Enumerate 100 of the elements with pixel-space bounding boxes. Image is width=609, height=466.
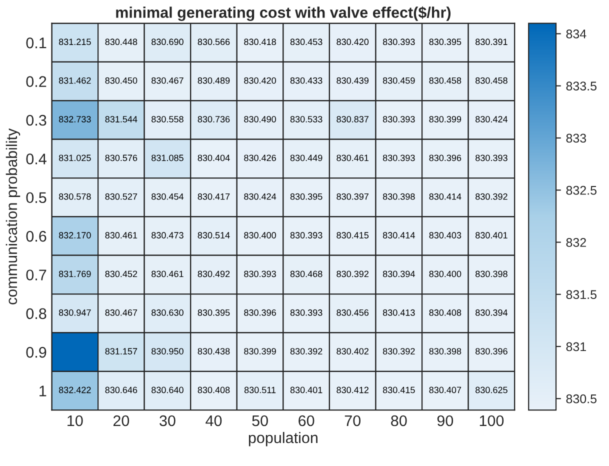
chart-title: minimal generating cost with valve effect($/hr) [116,6,451,21]
data-label: 831.544 [105,116,138,122]
data-label: 830.393 [244,270,276,278]
data-label: 830.420 [336,38,369,46]
data-label: 830.394 [382,270,415,278]
data-label: 830.736 [198,116,230,122]
data-label: 830.426 [244,154,276,162]
data-label: 830.448 [105,38,138,46]
data-label: 830.414 [382,232,415,238]
data-label: 830.404 [198,154,230,162]
data-label: 830.396 [476,348,508,354]
data-label: 830.690 [152,38,184,46]
y-tick-label: 0.4 [26,154,46,164]
data-label: 830.398 [429,348,462,354]
data-label: 831.025 [58,154,91,162]
data-label: 830.449 [290,154,322,162]
x-tick-label: 80 [391,415,407,426]
data-label: 831.769 [58,270,91,278]
y-tick-label: 0.8 [26,308,46,320]
data-label: 830.514 [198,232,230,238]
data-label: 830.458 [429,77,462,84]
data-label: 830.408 [429,309,462,316]
data-label: 830.439 [336,77,368,84]
data-label: 830.392 [382,348,415,354]
data-label: 830.392 [336,270,368,278]
data-label: 830.424 [476,116,508,122]
data-label: 830.453 [290,38,322,46]
data-label: 830.397 [336,193,368,200]
x-tick-label: 100 [480,415,504,426]
x-tick-label: 40 [206,415,222,426]
data-label: 830.403 [429,232,462,238]
y-tick-label: 1 [40,386,46,396]
y-tick-label: 0.7 [26,270,46,280]
data-label: 830.837 [336,116,368,122]
data-label: 830.395 [290,193,322,200]
data-label: 830.401 [290,386,322,394]
data-label: 830.461 [336,154,368,162]
data-label: 830.395 [429,38,462,46]
color-bar-label: 832.5 [566,186,596,195]
data-label: 830.396 [429,154,462,162]
data-label: 830.473 [152,232,184,238]
x-tick-label: 60 [298,415,314,426]
color-bar-label: 834 [566,30,586,38]
data-label: 830.625 [476,386,508,394]
data-label: 830.438 [198,348,230,354]
data-label: 830.399 [429,116,462,122]
data-label: 830.393 [290,232,322,238]
data-label: 832.170 [58,232,91,238]
data-label: 830.461 [152,270,184,278]
data-label: 830.467 [152,77,184,84]
y-tick-label: 0.3 [26,114,46,126]
data-label: 830.393 [382,116,415,122]
data-label: 830.467 [105,309,138,316]
data-label: 830.511 [244,386,276,394]
data-label: 830.393 [382,154,415,162]
data-label: 830.393 [290,309,322,316]
color-bar-label: 830.5 [566,394,596,404]
data-label: 830.458 [476,77,508,84]
y-tick-label: 0.5 [26,192,46,204]
color-bar-label: 831 [566,342,586,352]
data-label: 830.468 [290,270,322,278]
data-label: 830.408 [198,386,230,394]
x-tick-label: 70 [344,415,361,426]
data-label: 830.492 [198,270,230,278]
data-label: 830.417 [198,193,230,200]
data-label: 830.398 [382,193,415,200]
color-bar-label: 833.5 [566,82,596,91]
x-tick-label: 50 [252,415,268,426]
color-bar-label: 833 [566,134,586,143]
data-label: 830.533 [290,116,322,122]
data-label: 831.085 [152,154,184,162]
data-label: 830.424 [244,193,276,200]
data-label: 830.394 [476,309,508,316]
data-label: 830.461 [105,232,138,238]
data-label: 830.392 [476,193,508,200]
data-label: 830.450 [105,77,138,84]
data-label: 830.420 [244,77,276,84]
data-label: 831.157 [105,348,138,354]
y-tick-label: 0.1 [26,38,46,48]
data-label: 831.462 [58,77,91,84]
data-label: 832.733 [58,116,91,122]
data-label: 830.407 [429,386,462,394]
data-label: 830.456 [336,309,369,316]
data-label: 830.459 [382,77,415,84]
y-axis-title: communication probability [6,128,20,304]
data-label: 830.400 [429,270,462,278]
data-label: 830.415 [336,232,369,238]
data-label: 830.640 [152,386,184,394]
color-bar-label: 831.5 [566,290,596,300]
x-tick-label: 10 [68,415,83,426]
data-label: 830.489 [198,77,230,84]
data-label: 830.399 [244,348,276,354]
data-label: 830.576 [105,154,138,162]
data-label: 830.400 [244,232,276,238]
data-label: 830.646 [105,386,138,394]
data-label: 830.396 [244,309,276,316]
data-label: 830.391 [476,38,508,46]
color-bar-label: 832 [566,238,586,247]
data-label: 830.947 [58,309,91,316]
data-label: 830.527 [105,193,138,200]
